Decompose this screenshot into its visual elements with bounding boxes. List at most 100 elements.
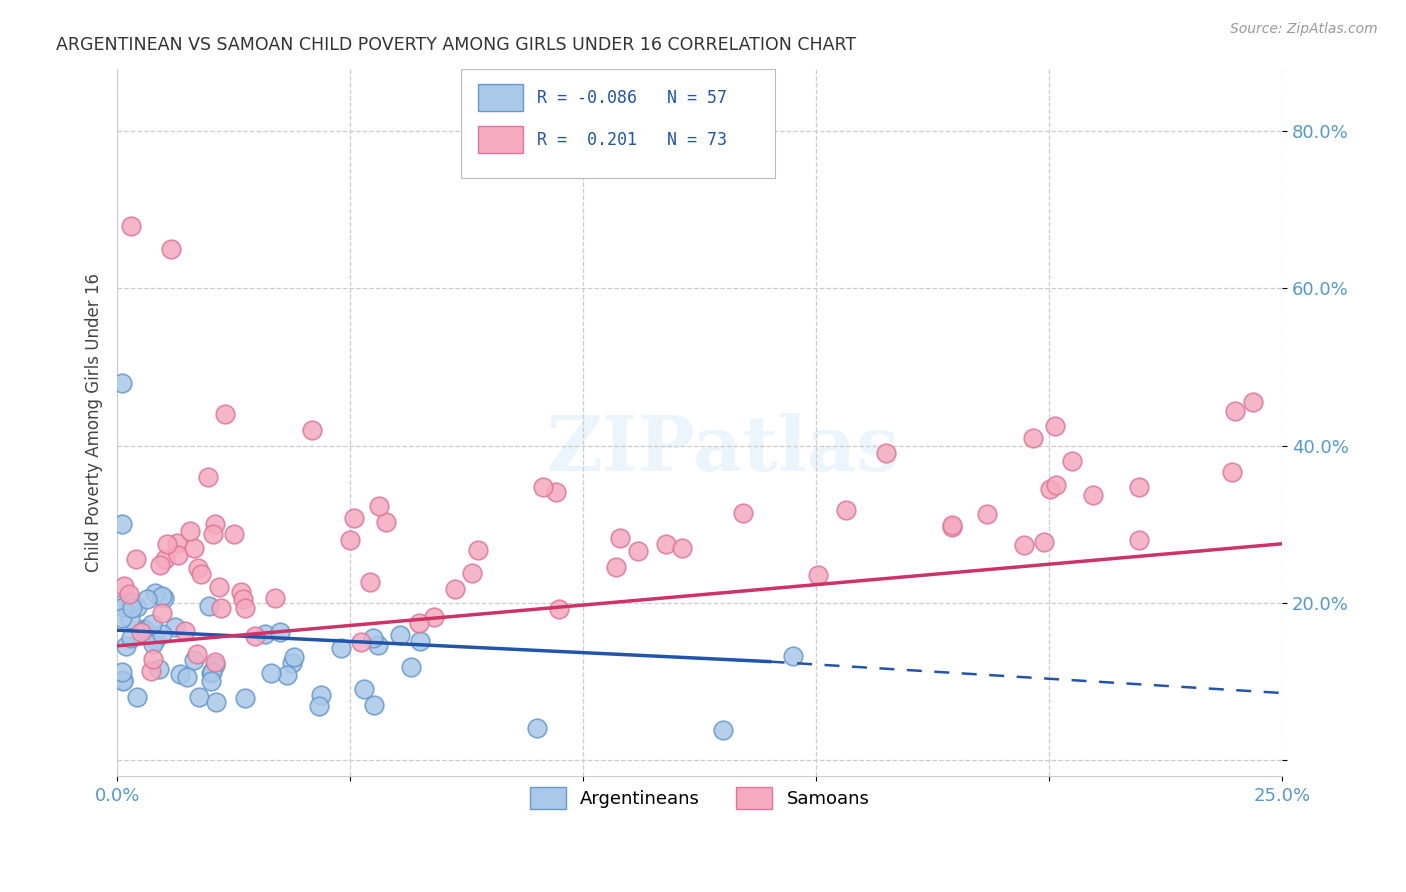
Point — [627, 544, 650, 558]
Point — [149, 558, 172, 572]
Point — [367, 500, 389, 514]
Text: R = -0.086   N = 57: R = -0.086 N = 57 — [537, 88, 727, 106]
Point — [782, 648, 804, 663]
Point — [1060, 454, 1083, 468]
Point — [188, 690, 211, 704]
Point — [120, 612, 142, 626]
Bar — [478, 84, 523, 111]
Point — [120, 595, 142, 609]
Point — [359, 574, 381, 589]
Point — [187, 561, 209, 575]
Point — [111, 611, 134, 625]
Point — [711, 723, 734, 737]
Point — [460, 566, 482, 580]
Point — [111, 597, 134, 611]
Point — [222, 527, 245, 541]
Point — [1223, 404, 1246, 418]
Point — [363, 631, 385, 645]
Point — [121, 601, 143, 615]
Point — [166, 536, 188, 550]
Point — [160, 242, 183, 256]
Point — [183, 653, 205, 667]
Point — [233, 601, 256, 615]
Point — [1012, 538, 1035, 552]
Point — [111, 376, 134, 390]
Point — [444, 582, 467, 596]
Point — [467, 543, 489, 558]
Point — [115, 639, 138, 653]
Point — [423, 609, 446, 624]
Point — [283, 649, 305, 664]
Text: ZIPatlas: ZIPatlas — [547, 413, 900, 487]
Point — [408, 615, 430, 630]
Point — [875, 446, 897, 460]
Point — [243, 629, 266, 643]
Point — [153, 552, 176, 566]
Point — [214, 407, 236, 421]
Point — [1043, 419, 1066, 434]
Point — [186, 648, 208, 662]
Point — [308, 699, 330, 714]
Point — [375, 516, 398, 530]
Point — [1128, 479, 1150, 493]
Point — [118, 586, 141, 600]
Point — [204, 694, 226, 708]
Point — [120, 219, 142, 233]
Point — [204, 655, 226, 669]
Point — [111, 673, 134, 687]
Point — [254, 627, 277, 641]
Point — [111, 665, 134, 679]
Point — [198, 599, 221, 613]
Point — [526, 721, 548, 735]
Point — [807, 568, 830, 582]
Point — [231, 585, 253, 599]
Point — [112, 579, 135, 593]
Point — [150, 606, 173, 620]
Point — [142, 637, 165, 651]
Point — [111, 673, 134, 688]
Point — [148, 662, 170, 676]
Point — [941, 518, 963, 533]
Point — [204, 517, 226, 532]
Point — [200, 673, 222, 688]
Point — [141, 617, 163, 632]
Point — [339, 533, 361, 547]
Point — [655, 537, 678, 551]
Point — [176, 670, 198, 684]
Point — [399, 660, 422, 674]
Text: 0.0%: 0.0% — [94, 788, 139, 805]
Point — [208, 580, 231, 594]
Point — [150, 589, 173, 603]
Point — [264, 591, 287, 606]
Point — [174, 624, 197, 638]
Point — [150, 627, 173, 641]
Point — [269, 624, 291, 639]
FancyBboxPatch shape — [461, 69, 776, 178]
Point — [156, 537, 179, 551]
Bar — [478, 127, 523, 153]
Point — [202, 526, 225, 541]
Point — [301, 423, 323, 437]
Text: Source: ZipAtlas.com: Source: ZipAtlas.com — [1230, 22, 1378, 37]
Point — [201, 665, 224, 680]
Point — [1220, 465, 1243, 479]
Legend: Argentineans, Samoans: Argentineans, Samoans — [523, 780, 877, 816]
Point — [132, 622, 155, 636]
Point — [139, 665, 162, 679]
Point — [125, 690, 148, 705]
Point — [941, 520, 963, 534]
Point — [153, 591, 176, 606]
Point — [605, 559, 627, 574]
Point — [671, 541, 693, 555]
Point — [363, 698, 385, 712]
Point — [281, 657, 304, 671]
Point — [125, 552, 148, 566]
Point — [190, 566, 212, 581]
Point — [111, 599, 134, 614]
Point — [143, 586, 166, 600]
Point — [835, 502, 858, 516]
Point — [134, 623, 156, 637]
Point — [197, 470, 219, 484]
Point — [129, 624, 152, 639]
Point — [731, 506, 754, 520]
